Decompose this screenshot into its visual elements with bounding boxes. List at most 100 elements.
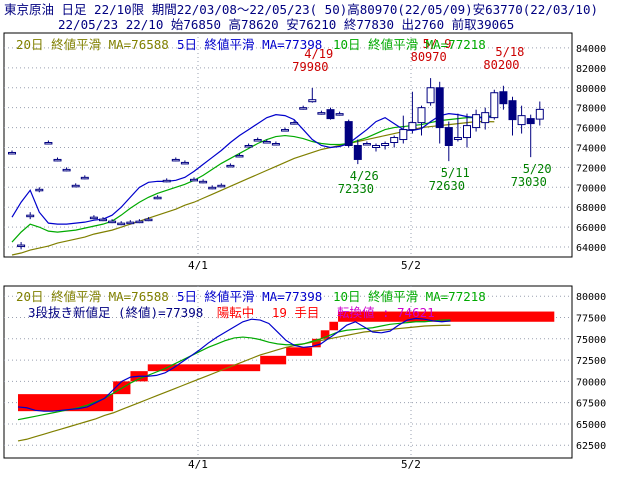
candle: [290, 122, 299, 125]
price-panel-y-axis: 64000 66000 68000 70000 72000 74000 76000 78000…: [576, 44, 606, 254]
ma5-line: [17, 317, 451, 412]
high-value-label: 79980: [292, 60, 328, 74]
y-tick-label: 77500: [576, 314, 606, 325]
legend-ma10: 10日 終値平滑 MA=77218: [333, 37, 486, 52]
candle: [226, 164, 235, 168]
candle: [53, 158, 62, 162]
high-date-label: 5/18: [495, 45, 524, 59]
candle: [126, 221, 135, 225]
low-date-label: 5/20: [523, 162, 552, 176]
y-tick-label: 66000: [576, 223, 606, 234]
candle: [62, 168, 71, 172]
candle: [435, 87, 444, 129]
candle: [44, 142, 53, 145]
candle: [308, 99, 317, 103]
candle: [535, 108, 544, 120]
legend-ma20: 20日 終値平滑 MA=76588: [16, 37, 169, 52]
sanpon-label: 3段抜き新値足 (終値)=77398: [28, 305, 203, 320]
candle: [372, 144, 380, 148]
high-date-label: 4/19: [304, 47, 333, 61]
candle: [299, 107, 308, 110]
low-value-label: 72330: [338, 182, 374, 196]
sanpon-panel-x-axis: 4/1 5/2: [188, 458, 421, 471]
candle: [180, 161, 189, 165]
y-tick-label: 70000: [576, 183, 606, 194]
x-tick-label: 5/2: [401, 458, 421, 471]
candle: [381, 143, 390, 146]
y-tick-label: 82000: [576, 64, 606, 75]
candle: [162, 179, 171, 183]
candle: [344, 121, 353, 146]
candle: [8, 151, 16, 155]
candle: [517, 115, 526, 126]
candle: [390, 137, 399, 144]
candle: [326, 109, 335, 120]
candle: [453, 137, 462, 141]
y-tick-label: 75000: [576, 335, 606, 346]
candle: [117, 222, 126, 226]
low-value-label: 72630: [429, 179, 465, 193]
header-line1: 東京原油 日足 22/10限 期間22/03/08〜22/05/23( 50)高…: [4, 2, 598, 17]
sanpon-count: 19 手目: [272, 305, 320, 320]
sanpon-panel-y-axis: 62500 65000 67500 70000 72500 75000 77500 80000: [576, 292, 606, 452]
candle: [281, 129, 289, 132]
candle: [490, 92, 499, 119]
candle: [199, 180, 208, 184]
candle: [171, 158, 180, 162]
brick: [320, 330, 330, 339]
candle: [362, 143, 371, 146]
price-panel-candles: [8, 78, 544, 250]
candle: [262, 141, 271, 144]
candle: [317, 112, 326, 115]
brick: [312, 338, 321, 348]
ma5-line: [11, 113, 495, 225]
candle: [99, 218, 107, 222]
sanpon-turn: 陽転中: [217, 305, 255, 320]
sanpon-panel-ma-lines: [17, 317, 451, 442]
candle: [417, 107, 426, 124]
candle: [408, 122, 417, 131]
sanpon-info: 3段抜き新値足 (終値)=77398 陽転中 19 手目 転換値 : 74621: [28, 305, 435, 320]
candle: [335, 113, 344, 116]
legend-ma10-bottom: 10日 終値平滑 MA=77218: [333, 289, 486, 304]
sanpon-panel: 62500 65000 67500 70000 72500 75000 77500 80000…: [3, 285, 606, 459]
y-tick-label: 62500: [576, 441, 606, 452]
y-tick-label: 68000: [576, 203, 606, 214]
y-tick-label: 80000: [576, 84, 606, 95]
legend-ma5-bottom: 5日 終値平滑 MA=77398: [177, 289, 322, 304]
candle: [526, 118, 535, 125]
price-panel: 64000 66000 68000 70000 72000 74000 76000 78000…: [3, 32, 606, 258]
y-tick-label: 67500: [576, 399, 606, 410]
y-tick-label: 76000: [576, 124, 606, 135]
candle: [235, 154, 244, 158]
candle: [190, 178, 198, 182]
ma10-line: [17, 319, 451, 421]
candle: [444, 127, 453, 146]
brick: [329, 321, 339, 331]
candle: [35, 188, 44, 192]
sanpon-conversion: 転換値 : 74621: [337, 305, 435, 320]
candle: [26, 214, 35, 218]
candle: [508, 100, 517, 121]
candle: [499, 91, 508, 105]
brick: [18, 394, 114, 412]
candle: [244, 144, 253, 148]
x-tick-label: 5/2: [401, 259, 421, 272]
price-panel-x-axis: 4/1 5/2: [188, 259, 421, 272]
candle: [17, 244, 26, 248]
candle: [80, 176, 89, 180]
x-tick-label: 4/1: [188, 259, 208, 272]
candle: [153, 196, 162, 200]
candle: [135, 220, 144, 224]
y-tick-label: 80000: [576, 292, 606, 303]
candle: [481, 112, 490, 124]
ma20-line: [17, 324, 451, 442]
y-tick-label: 65000: [576, 420, 606, 431]
low-value-label: 73030: [511, 175, 547, 189]
brick: [338, 311, 555, 322]
y-tick-label: 74000: [576, 143, 606, 154]
high-value-label: 80200: [483, 58, 519, 72]
